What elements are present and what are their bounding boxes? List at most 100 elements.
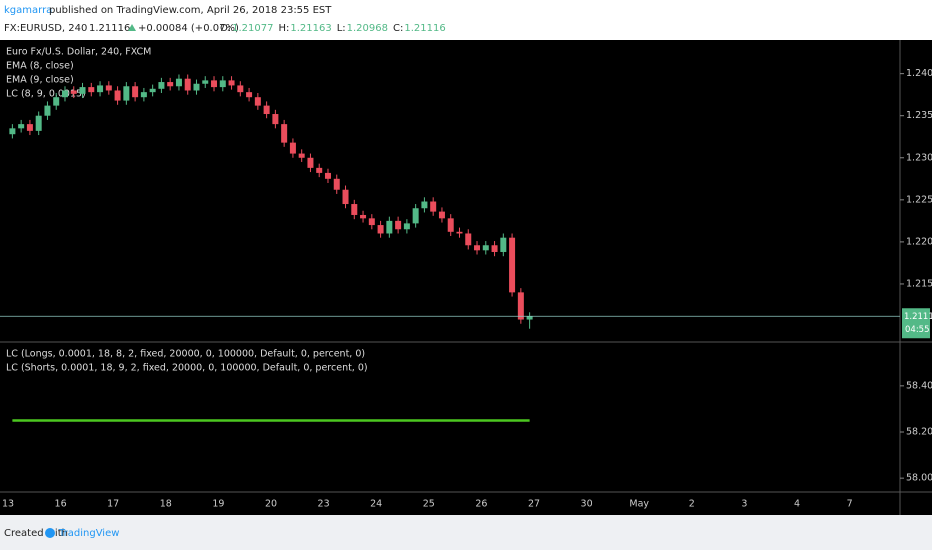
y-tick-label: 58.2000: [906, 427, 932, 438]
candle-body: [123, 86, 130, 101]
candle-body: [517, 292, 524, 320]
candle-body: [88, 87, 95, 93]
candle-body: [316, 167, 323, 173]
candle-body: [193, 83, 200, 91]
candle-body: [35, 115, 42, 131]
candle-body: [237, 85, 244, 93]
candle-body: [368, 218, 375, 226]
x-tick-label: 13: [2, 499, 14, 510]
legend-entry: LC (Longs, 0.0001, 18, 8, 2, fixed, 2000…: [6, 349, 365, 360]
candle-body: [132, 86, 139, 98]
last-price-box: [902, 308, 930, 339]
candle-body: [474, 245, 481, 251]
candle-body: [246, 92, 253, 98]
y-tick-label: 1.23500: [906, 110, 932, 121]
y-tick-label: 1.22000: [906, 236, 932, 247]
candle-body: [149, 88, 156, 93]
ohlc-label: C:: [393, 23, 403, 34]
candle-body: [324, 172, 331, 179]
candle-body: [421, 201, 428, 209]
candle-body: [491, 245, 498, 252]
candle-body: [263, 105, 270, 115]
candle-body: [386, 220, 393, 234]
candle-body: [281, 124, 288, 143]
candle-body: [114, 90, 121, 101]
candle-body: [509, 237, 516, 293]
candle-body: [403, 223, 410, 230]
y-tick-label: 1.24000: [906, 68, 932, 79]
candle-body: [500, 237, 507, 252]
x-tick-label: 16: [55, 499, 67, 510]
candle-body: [167, 82, 174, 87]
y-tick-label: 58.0000: [906, 473, 932, 484]
author[interactable]: kgamarra: [4, 5, 52, 16]
x-tick-label: 19: [212, 499, 224, 510]
candle-body: [351, 204, 358, 215]
candle-body: [447, 218, 454, 232]
candle-body: [140, 92, 147, 98]
legend-entry: EMA (8, close): [6, 61, 74, 72]
y-tick-label: 1.21500: [906, 278, 932, 289]
change: +0.00084 (+0.07%): [138, 23, 239, 34]
brand[interactable]: TradingView: [58, 528, 119, 539]
candle-body: [158, 82, 165, 89]
x-tick-label: 20: [265, 499, 277, 510]
ohlc-value: 1.21116: [404, 23, 445, 34]
y-tick-label: 58.4000: [906, 380, 932, 391]
legend-entry: EMA (9, close): [6, 75, 74, 86]
last-price-label: 1.21116: [904, 312, 932, 322]
candle-body: [18, 124, 25, 129]
ohlc-label: L:: [337, 23, 346, 34]
published: published on TradingView.com, April 26, …: [49, 5, 332, 16]
ohlc-label: H:: [278, 23, 289, 34]
x-tick-label: 7: [847, 499, 853, 510]
candle-body: [175, 78, 182, 87]
candle-body: [272, 114, 279, 125]
candle-body: [395, 220, 402, 230]
candle-body: [412, 208, 419, 224]
x-tick-label: 26: [475, 499, 487, 510]
x-tick-label: 18: [160, 499, 172, 510]
x-tick-label: 3: [741, 499, 747, 510]
candle-body: [482, 245, 489, 251]
candle-body: [377, 225, 384, 234]
candle-body: [438, 211, 445, 219]
candle-body: [254, 97, 261, 106]
candle-body: [53, 97, 60, 106]
candle-body: [456, 231, 463, 234]
x-tick-label: 30: [581, 499, 593, 510]
legend-entry: LC (8, 9, 0.0015): [6, 89, 86, 100]
symbol: FX:EURUSD, 240: [4, 23, 87, 34]
ohlc-value: 1.21077: [232, 23, 273, 34]
x-tick-label: 17: [107, 499, 119, 510]
candle-body: [289, 142, 296, 154]
candle-body: [333, 178, 340, 190]
footer-bg: [0, 515, 932, 550]
candle-body: [211, 80, 218, 88]
countdown: 04:55: [905, 325, 930, 335]
candle-body: [61, 90, 68, 98]
candle-body: [342, 189, 349, 205]
logo: [45, 528, 55, 538]
ohlc-value: 1.21163: [290, 23, 331, 34]
candle-body: [202, 80, 209, 84]
y-tick-label: 1.22500: [906, 194, 932, 205]
x-tick-label: May: [629, 499, 649, 510]
candle-body: [219, 80, 226, 88]
candle-body: [105, 85, 112, 91]
candle-body: [307, 157, 314, 168]
header-bg: [0, 0, 932, 40]
candle-body: [298, 153, 305, 158]
x-tick-label: 27: [528, 499, 540, 510]
x-tick-label: 4: [794, 499, 800, 510]
ohlc-label: O:: [220, 23, 231, 34]
candle-body: [79, 87, 86, 94]
candle-body: [44, 105, 51, 116]
candle-body: [9, 128, 16, 135]
candle-body: [360, 214, 367, 219]
candle-body: [430, 201, 437, 212]
x-tick-label: 2: [689, 499, 695, 510]
candle-body: [97, 85, 104, 93]
candle-body: [70, 90, 77, 94]
candle-body: [465, 233, 472, 246]
